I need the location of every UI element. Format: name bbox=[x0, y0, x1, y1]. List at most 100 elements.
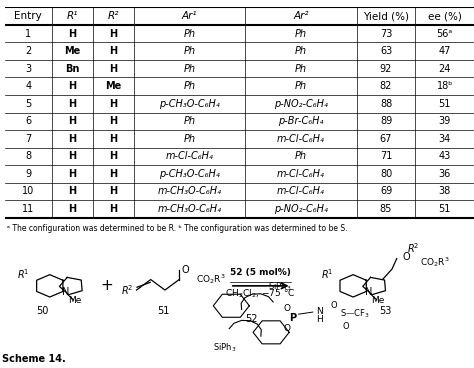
Text: Yield (%): Yield (%) bbox=[363, 11, 409, 21]
Text: 69: 69 bbox=[380, 186, 392, 197]
Text: 89: 89 bbox=[380, 116, 392, 126]
Text: 53: 53 bbox=[379, 306, 392, 316]
Text: 47: 47 bbox=[438, 46, 451, 56]
Text: 82: 82 bbox=[380, 81, 392, 91]
Text: 9: 9 bbox=[25, 169, 31, 179]
Text: 52: 52 bbox=[245, 314, 257, 324]
Text: H: H bbox=[68, 81, 76, 91]
Text: O: O bbox=[181, 265, 189, 275]
Text: 38: 38 bbox=[438, 186, 451, 197]
Text: R²: R² bbox=[108, 11, 119, 21]
Text: H: H bbox=[109, 46, 118, 56]
Text: +: + bbox=[100, 278, 113, 293]
Text: 7: 7 bbox=[25, 134, 31, 144]
Text: Ph: Ph bbox=[295, 29, 307, 39]
Text: H: H bbox=[109, 204, 118, 214]
Text: Bn: Bn bbox=[65, 64, 79, 74]
Text: m-CH₃O-C₆H₄: m-CH₃O-C₆H₄ bbox=[157, 204, 221, 214]
Text: Ph: Ph bbox=[183, 81, 195, 91]
Text: 1: 1 bbox=[25, 29, 31, 39]
Text: 51: 51 bbox=[157, 306, 170, 316]
Text: 2: 2 bbox=[25, 46, 31, 56]
Text: Ph: Ph bbox=[183, 46, 195, 56]
Text: R$^2$: R$^2$ bbox=[407, 241, 419, 255]
Text: H: H bbox=[109, 169, 118, 179]
Text: H: H bbox=[68, 29, 76, 39]
Text: m-Cl-C₆H₄: m-Cl-C₆H₄ bbox=[277, 186, 325, 197]
Text: R$^1$: R$^1$ bbox=[321, 267, 333, 280]
Text: SiPh$_3$: SiPh$_3$ bbox=[213, 342, 237, 354]
Text: Me: Me bbox=[371, 296, 384, 305]
Text: O: O bbox=[402, 252, 410, 262]
Text: Entry: Entry bbox=[14, 11, 42, 21]
Text: 88: 88 bbox=[380, 99, 392, 109]
Text: 11: 11 bbox=[22, 204, 34, 214]
Text: Ph: Ph bbox=[183, 29, 195, 39]
Text: H: H bbox=[68, 186, 76, 197]
Text: H: H bbox=[68, 151, 76, 161]
Text: R¹: R¹ bbox=[66, 11, 78, 21]
Text: 4: 4 bbox=[25, 81, 31, 91]
Text: H: H bbox=[109, 64, 118, 74]
Text: 43: 43 bbox=[438, 151, 451, 161]
Text: N: N bbox=[62, 287, 69, 297]
Text: N: N bbox=[316, 307, 322, 316]
Text: O: O bbox=[284, 323, 291, 333]
Text: 67: 67 bbox=[380, 134, 392, 144]
Text: m-Cl-C₆H₄: m-Cl-C₆H₄ bbox=[277, 134, 325, 144]
Text: 39: 39 bbox=[438, 116, 451, 126]
Text: 24: 24 bbox=[438, 64, 451, 74]
Text: H: H bbox=[68, 116, 76, 126]
Text: m-Cl-C₆H₄: m-Cl-C₆H₄ bbox=[277, 169, 325, 179]
Text: 51: 51 bbox=[438, 99, 451, 109]
Text: Scheme 14.: Scheme 14. bbox=[2, 354, 66, 364]
Text: 10: 10 bbox=[22, 186, 34, 197]
Text: 50: 50 bbox=[36, 306, 49, 316]
Text: H: H bbox=[109, 151, 118, 161]
Text: Ar²: Ar² bbox=[293, 11, 309, 21]
Text: 56ᵃ: 56ᵃ bbox=[437, 29, 453, 39]
Text: 52 (5 mol%): 52 (5 mol%) bbox=[230, 268, 291, 277]
Text: S—CF$_3$: S—CF$_3$ bbox=[340, 308, 370, 321]
Text: SiPh$_3$: SiPh$_3$ bbox=[268, 281, 292, 293]
Text: 63: 63 bbox=[380, 46, 392, 56]
Text: H: H bbox=[68, 99, 76, 109]
Text: Ph: Ph bbox=[295, 81, 307, 91]
Text: p-CH₃O-C₆H₄: p-CH₃O-C₆H₄ bbox=[159, 169, 220, 179]
Text: p-NO₂-C₆H₄: p-NO₂-C₆H₄ bbox=[274, 204, 328, 214]
Text: H: H bbox=[109, 134, 118, 144]
Text: 80: 80 bbox=[380, 169, 392, 179]
Text: p-CH₃O-C₆H₄: p-CH₃O-C₆H₄ bbox=[159, 99, 220, 109]
Text: ᵃ The configuration was determined to be R. ᵇ The configuration was determined t: ᵃ The configuration was determined to be… bbox=[7, 224, 347, 233]
Text: R$^1$: R$^1$ bbox=[18, 267, 30, 280]
Text: N: N bbox=[365, 287, 373, 297]
Text: Ph: Ph bbox=[295, 151, 307, 161]
Text: P: P bbox=[289, 314, 297, 323]
Text: 71: 71 bbox=[380, 151, 392, 161]
Text: 5: 5 bbox=[25, 99, 31, 109]
Text: Ph: Ph bbox=[295, 46, 307, 56]
Text: 6: 6 bbox=[25, 116, 31, 126]
Text: O: O bbox=[331, 301, 337, 309]
Text: p-Br-C₆H₄: p-Br-C₆H₄ bbox=[278, 116, 324, 126]
Text: m-CH₃O-C₆H₄: m-CH₃O-C₆H₄ bbox=[157, 186, 221, 197]
Text: Me: Me bbox=[64, 46, 80, 56]
Text: H: H bbox=[109, 99, 118, 109]
Text: CO$_2$R$^3$: CO$_2$R$^3$ bbox=[196, 272, 225, 286]
Text: R$^2$: R$^2$ bbox=[121, 283, 133, 297]
Text: H: H bbox=[68, 204, 76, 214]
Text: 18ᵇ: 18ᵇ bbox=[437, 81, 453, 91]
Text: CO$_2$R$^3$: CO$_2$R$^3$ bbox=[420, 255, 450, 269]
Text: Ar¹: Ar¹ bbox=[182, 11, 197, 21]
Text: H: H bbox=[316, 315, 322, 323]
Text: Ph: Ph bbox=[183, 64, 195, 74]
Text: H: H bbox=[109, 29, 118, 39]
Text: Me: Me bbox=[68, 296, 81, 305]
Text: 36: 36 bbox=[438, 169, 451, 179]
Text: O: O bbox=[284, 304, 291, 313]
Text: 3: 3 bbox=[25, 64, 31, 74]
Text: 34: 34 bbox=[438, 134, 451, 144]
Text: Ph: Ph bbox=[183, 134, 195, 144]
Text: 51: 51 bbox=[438, 204, 451, 214]
Text: H: H bbox=[68, 169, 76, 179]
